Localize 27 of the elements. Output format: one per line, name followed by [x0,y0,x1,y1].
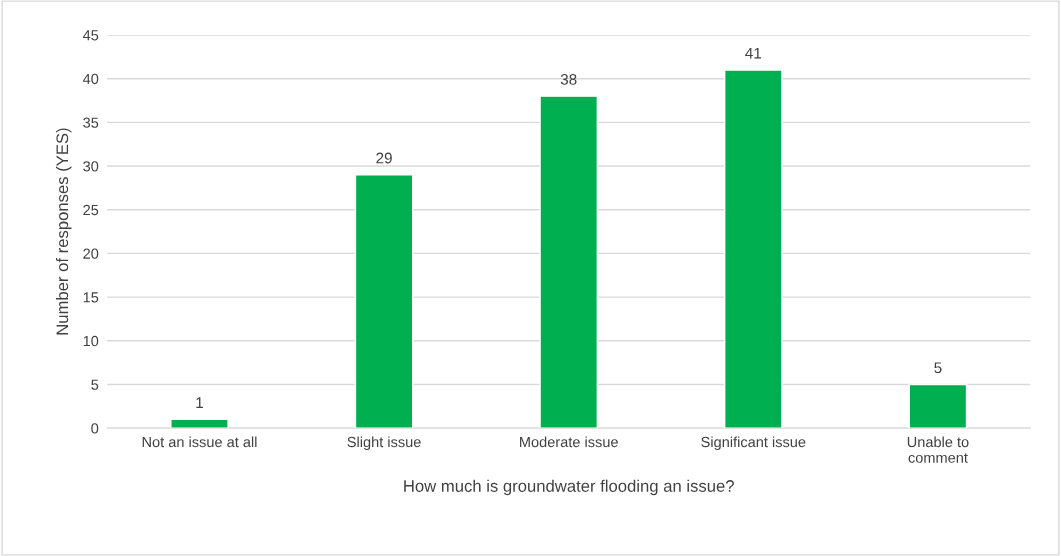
bar [723,69,783,429]
y-tick-label: 15 [83,292,99,303]
bar [908,383,968,429]
y-tick-label: 35 [83,117,99,128]
bar [354,174,414,429]
x-tick-label: Slight issue [347,436,421,451]
data-label: 38 [560,74,577,85]
data-label: 5 [934,362,942,374]
data-label: 1 [196,397,203,408]
x-tick-label: Moderate issue [520,436,618,448]
y-tick-label: 30 [83,161,99,172]
y-tick-label: 5 [91,379,99,390]
y-tick-label: 25 [83,204,99,216]
y-tick-label: 40 [82,73,99,85]
x-axis-title: How much is groundwater flooding an issue? [404,479,734,496]
y-tick-label: 0 [91,423,99,434]
data-label: 29 [376,152,392,164]
y-axis-title: Number of responses (YES) [55,128,72,335]
bar [170,418,229,429]
x-tick-label: Unable to comment [907,436,969,463]
data-label: 41 [745,47,762,59]
bar [539,95,599,429]
y-tick-label: 20 [83,248,99,259]
y-tick-label: 10 [83,335,99,347]
x-tick-label: Significant issue [701,436,806,451]
y-tick-label: 45 [82,30,99,41]
x-tick-label: Not an issue at all [142,436,257,448]
